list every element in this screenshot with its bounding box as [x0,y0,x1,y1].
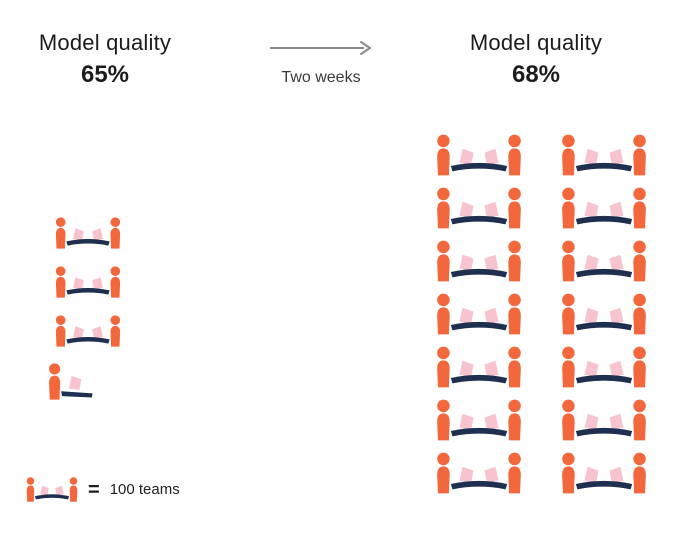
before-icon-stack [55,216,121,348]
after-panel-title: Model quality 68% [436,30,636,89]
team-icon [436,133,522,177]
before-title: Model quality [38,30,172,55]
before-value: 65% [80,61,130,88]
team-icon [55,314,121,348]
legend: = 100 teams [26,476,180,503]
team-icon [436,186,522,230]
legend-equals-sign: = [88,478,100,501]
team-icon [436,345,522,389]
team-partial-icon [48,362,94,401]
legend-team-icon [26,476,78,503]
team-icon [561,239,647,283]
team-icon [436,239,522,283]
team-icon [561,133,647,177]
team-icon [436,398,522,442]
after-icon-grid [436,133,647,495]
legend-label: 100 teams [109,481,180,498]
team-icon [561,345,647,389]
team-icon [55,265,121,299]
team-icon [561,292,647,336]
transition-label: Two weeks [281,69,361,86]
team-icon [55,216,121,250]
team-icon [436,292,522,336]
team-icon [561,186,647,230]
transition-block: Two weeks [262,40,380,87]
right-arrow-icon [270,41,371,55]
team-icon [561,398,647,442]
before-panel-title: Model quality 65% [14,30,196,89]
team-icon [561,451,647,495]
after-value: 68% [511,61,561,88]
after-title: Model quality [469,30,603,55]
team-icon [436,451,522,495]
